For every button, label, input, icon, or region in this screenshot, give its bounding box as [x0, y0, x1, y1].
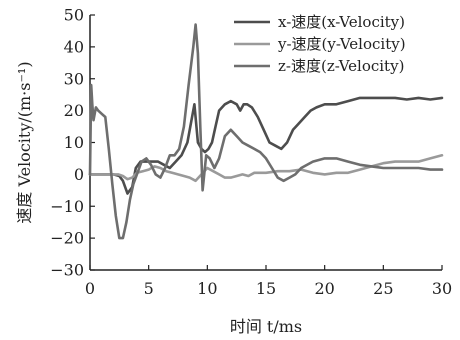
y-tick-label: 20 — [64, 101, 84, 120]
legend-label-0: x-速度(x-Velocity) — [278, 13, 405, 31]
axes: −30 −20 −10 0 10 20 30 40 50 0 5 10 15 20 25 30 时间 t/ms 速… — [15, 6, 452, 337]
series-line-2 — [88, 23, 444, 240]
y-tick-label: 10 — [64, 133, 84, 152]
legend-label-1: y-速度(y-Velocity) — [277, 35, 406, 53]
x-tick-label: 5 — [144, 279, 154, 298]
y-axis-title: 速度 Velocity/(m·s⁻¹) — [15, 61, 34, 223]
legend: x-速度(x-Velocity) y-速度(y-Velocity) z-速度(z-V… — [234, 13, 406, 75]
legend-label-2: z-速度(z-Velocity) — [278, 57, 404, 75]
y-tick-label: −30 — [50, 261, 84, 280]
y-tick-label: −20 — [50, 229, 84, 248]
y-tick-label: −10 — [50, 197, 84, 216]
x-tick-label: 0 — [85, 279, 95, 298]
x-tick-label: 25 — [373, 279, 393, 298]
series-line-0 — [88, 96, 444, 195]
x-tick-label: 30 — [432, 279, 452, 298]
y-tick-label: 30 — [64, 69, 84, 88]
x-tick-label: 10 — [197, 279, 217, 298]
series-group — [88, 23, 444, 240]
y-tick-label: 0 — [74, 165, 84, 184]
y-tick-label: 50 — [64, 6, 84, 25]
x-tick-label: 15 — [256, 279, 276, 298]
x-axis-title: 时间 t/ms — [230, 317, 302, 336]
x-tick-label: 20 — [314, 279, 334, 298]
series-line-1 — [88, 154, 444, 183]
y-tick-label: 40 — [64, 37, 84, 56]
